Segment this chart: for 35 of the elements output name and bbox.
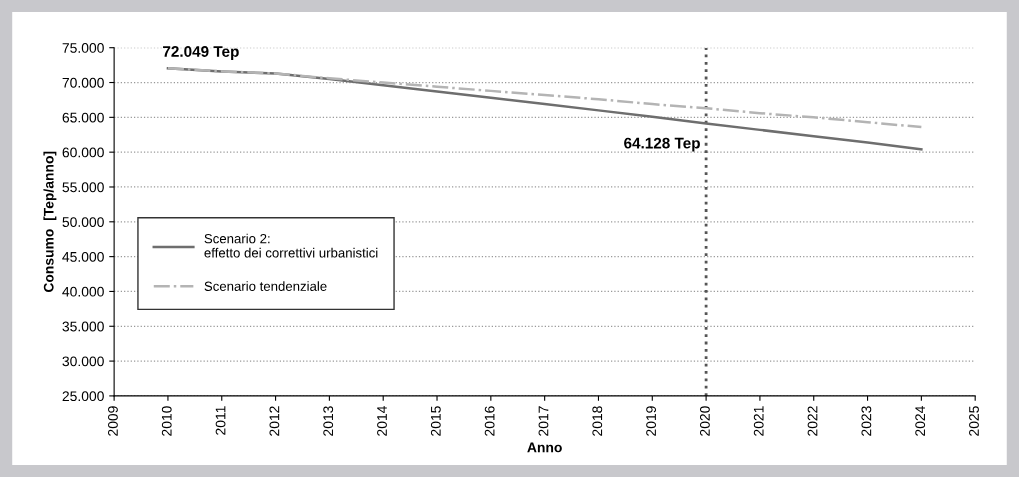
legend-label: Scenario 2: effetto dei correttivi urbanistici bbox=[204, 233, 378, 258]
x-tick-label: 2013 bbox=[323, 406, 334, 436]
y-tick-label: 45.000 bbox=[62, 251, 104, 262]
x-tick-label: 2010 bbox=[161, 406, 172, 436]
y-tick-label: 25.000 bbox=[62, 391, 104, 402]
y-tick-label: 65.000 bbox=[62, 112, 104, 123]
x-tick-label: 2023 bbox=[861, 406, 872, 436]
x-tick-label: 2024 bbox=[915, 406, 926, 436]
y-tick-label: 75.000 bbox=[62, 43, 104, 53]
y-tick-label: 30.000 bbox=[62, 356, 104, 367]
y-tick-label: 35.000 bbox=[62, 321, 104, 332]
x-axis-title: Anno bbox=[527, 442, 562, 453]
x-tick-label: 2014 bbox=[377, 406, 387, 436]
y-tick-label: 70.000 bbox=[62, 77, 104, 88]
y-tick-label: 60.000 bbox=[62, 147, 104, 158]
annotation: 64.128 Tep bbox=[624, 137, 700, 152]
x-tick-label: 2012 bbox=[269, 406, 280, 436]
x-tick-label: 2020 bbox=[700, 406, 710, 436]
x-tick-label: 2018 bbox=[592, 406, 603, 436]
x-tick-label: 2009 bbox=[108, 406, 118, 436]
y-axis-title: Consumo [Tep/anno] bbox=[43, 151, 57, 293]
x-tick-label: 2017 bbox=[538, 406, 549, 436]
x-tick-label: 2015 bbox=[430, 406, 441, 436]
legend-label: Scenario tendenziale bbox=[204, 281, 327, 291]
x-tick-label: 2025 bbox=[969, 406, 979, 436]
x-tick-label: 2011 bbox=[215, 406, 226, 435]
x-tick-label: 2021 bbox=[753, 406, 764, 436]
y-tick-label: 50.000 bbox=[62, 217, 104, 227]
y-tick-label: 55.000 bbox=[62, 182, 104, 193]
y-tick-label: 40.000 bbox=[62, 286, 104, 297]
annotation: 72.049 Tep bbox=[163, 46, 239, 60]
line-series bbox=[166, 67, 923, 129]
x-tick-label: 2019 bbox=[646, 406, 657, 436]
x-tick-label: 2022 bbox=[807, 406, 818, 436]
x-tick-label: 2016 bbox=[484, 406, 495, 436]
